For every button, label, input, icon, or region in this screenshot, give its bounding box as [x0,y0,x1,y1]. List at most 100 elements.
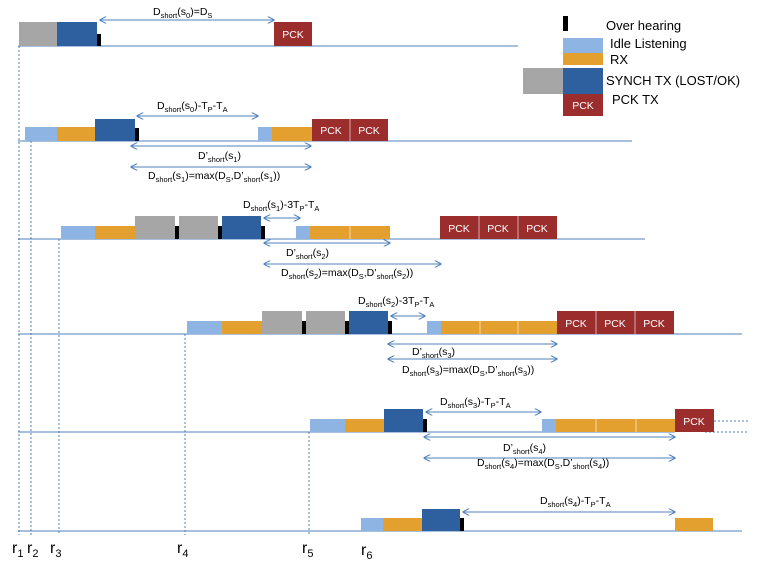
annotation-subscript: short [208,155,226,164]
annotation-text: (s [464,396,473,408]
annotation-subscript: short [161,11,179,20]
annotation-subscript: A [223,105,228,114]
lost-synch-block [262,311,302,334]
annotation-subscript: short [251,204,269,213]
row-1: PCK [19,22,312,46]
annotation-text: ,D’ [231,170,244,182]
legend-rx-label: RX [610,52,628,67]
annotation-subscript: 4 [510,462,514,471]
rx-block [272,127,312,141]
annotation-text: (s [393,267,402,279]
rx-block [675,518,713,531]
idle-block [542,419,556,432]
annotation-a9: Dshort(s3)=max(DS,D’short(s3)) [402,364,534,378]
annotation-subscript: short [548,500,566,509]
synch-block [57,22,97,46]
annotation-a11: D’short(s4) [503,442,546,456]
annotation-subscript: short [289,272,307,281]
annotation-subscript: P [591,500,596,509]
legend-lost-swatch [523,68,563,94]
annotation-text: )-T [194,100,208,112]
annotation-subscript: short [498,369,516,378]
annotation-subscript: 4 [598,462,602,471]
legend-synch-swatch [563,68,603,94]
duration-arrows [100,20,675,512]
pck-label: PCK [604,318,626,330]
annotation-text: D [281,267,289,279]
annotation-subscript: 2 [391,300,395,309]
annotation-subscript: short [366,300,384,309]
pck-label: PCK [526,223,548,235]
annotation-text: (s [172,170,181,182]
overhearing-block [423,419,427,432]
row-2: PCK PCK [25,119,388,141]
annotation-subscript: 2 [314,272,318,281]
annotation-subscript: 2 [402,272,406,281]
overhearing-block [218,226,222,239]
annotation-a7: Dshort(s2)-3TP-TA [358,295,434,309]
pck-block [312,119,350,141]
annotation-subscript: 4 [573,500,577,509]
annotation-subscript: short [244,175,262,184]
legend-idle-swatch [563,38,603,53]
rx-block [441,321,480,334]
pck-block [274,22,312,46]
annotation-text: D [402,364,410,376]
idle-block [296,226,310,239]
annotation-subscript: P [208,105,213,114]
annotation-text: (s [564,495,573,507]
annotation-subscript: 2 [321,252,325,261]
pck-block [635,311,674,334]
annotation-subscript: A [429,300,434,309]
legend: Over hearing Idle Listening RX SYNCH TX … [523,16,740,116]
annotation-text: (s [530,442,539,454]
annotation-a10: Dshort(s3)-TP-TA [440,396,511,410]
legend-overhearing-swatch [563,16,568,31]
annotation-text: (s [313,247,322,259]
annotation-text: ) [543,442,547,454]
annotation-text: D [153,6,161,18]
row-6 [361,509,713,531]
row-3: PCK PCK PCK [61,216,557,239]
annotation-a0: Dshort(s0)=DS [153,6,212,20]
pck-label: PCK [565,318,587,330]
annotation-a4: Dshort(s1)-3TP-TA [243,199,319,213]
pck-label: PCK [282,29,304,41]
idle-block [25,127,57,141]
annotation-a12: Dshort(s4)=max(DS,D’short(s4)) [477,457,609,471]
lost-synch-block [19,22,57,46]
annotation-text: )=max(D [185,170,226,182]
annotation-subscript: S [480,369,485,378]
annotation-text: (s [426,364,435,376]
annotation-text: (s [225,150,234,162]
marker-r6: r6 [361,542,372,562]
annotation-text: D [540,495,548,507]
annotation-subscript: short [422,351,440,360]
annotation-subscript: 3 [435,369,439,378]
marker-r2: r2 [27,540,38,560]
synch-block [95,119,135,141]
annotation-text: )=max(D [318,267,359,279]
rx-block [310,226,350,239]
annotation-subscript: short [296,252,314,261]
row-markers: r1 r2 r3 r4 r5 r6 [12,540,372,562]
annotation-subscript: 4 [538,447,542,456]
annotation-subscript: 1 [276,204,280,213]
rx-block [636,419,675,432]
annotation-text: -T [419,295,429,307]
annotation-text: )=max(D [439,364,480,376]
overhearing-block [175,226,179,239]
annotation-text: ,D’ [560,457,573,469]
rx-block [596,419,636,432]
annotation-text: (s [589,457,598,469]
legend-pck-swatch-label: PCK [572,100,594,112]
idle-block [310,419,345,432]
annotation-subscript: P [299,204,304,213]
legend-pck-label: PCK TX [612,92,659,107]
annotation-subscript: S [555,462,560,471]
annotation-text: D [440,396,448,408]
annotation-a1: Dshort(s0)-TP-TA [157,100,228,114]
annotation-text: )-T [477,396,491,408]
synch-block [349,311,388,334]
